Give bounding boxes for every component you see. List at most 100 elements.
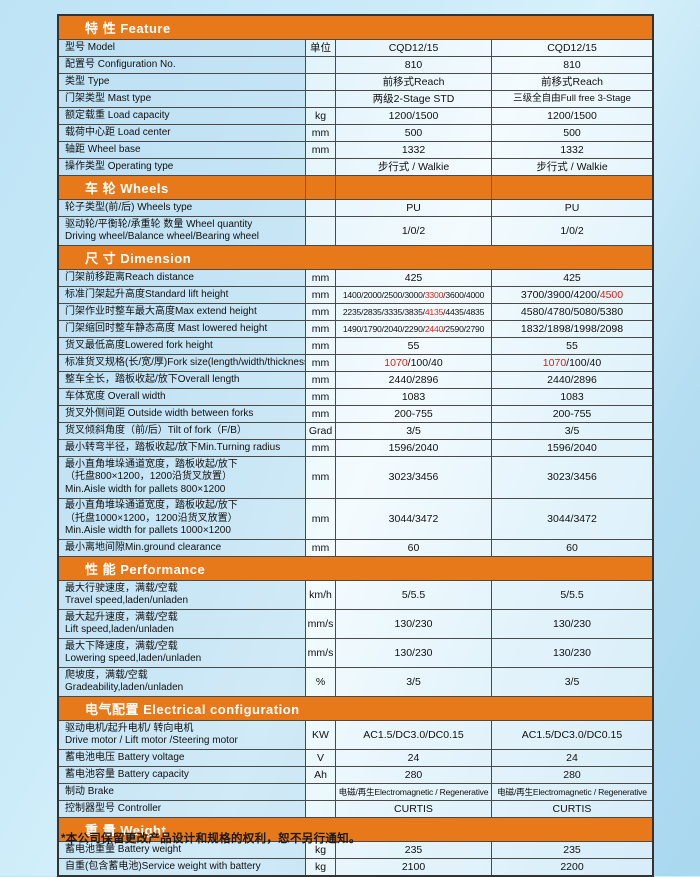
row-unit: mm	[305, 355, 335, 371]
row-label: 最大起升速度，满载/空载 Lift speed,laden/unladen	[59, 610, 305, 638]
row-value-2: 425	[491, 270, 652, 286]
highlighted-value: 1070	[542, 356, 567, 369]
spec-table: 特 性 Feature 型号 Model 单位 CQD12/15 CQD12/15 配置号…	[57, 14, 654, 877]
row-value-1: 500	[335, 125, 491, 141]
row-unit	[305, 159, 335, 175]
row-value-2: 1596/2040	[491, 440, 652, 456]
row-unit	[305, 57, 335, 73]
row-value-2: 步行式 / Walkie	[491, 159, 652, 175]
label-line: 最大下降速度，满载/空载	[65, 640, 178, 652]
label-line: Drive motor / Lift motor /Steering motor	[65, 735, 238, 746]
row-label: 驱动电机/起升电机/ 转向电机 Drive motor / Lift motor …	[59, 721, 305, 749]
section-header-2: 车 轮 Wheels	[59, 175, 652, 199]
cell-value: PU	[406, 201, 421, 214]
cell-value: 5/5.5	[560, 588, 584, 601]
cell-value: 425	[404, 271, 423, 284]
row-unit: mm	[305, 440, 335, 456]
cell-value: 1400/2000/2500/3000/3300/3600/4000	[342, 289, 485, 300]
cell-value: 500	[404, 126, 423, 139]
row-value-1: 1/0/2	[335, 217, 491, 245]
cell-value: 前移式Reach	[382, 75, 445, 88]
row-label: 车体宽度 Overall width	[59, 389, 305, 405]
row-unit: mm	[305, 125, 335, 141]
row-value-2: 4580/4780/5080/5380	[491, 304, 652, 320]
row-unit: mm	[305, 142, 335, 158]
spec-row: 额定载重 Load capacity kg 1200/1500 1200/1500	[59, 107, 652, 124]
row-label: 最小转弯半径，踏板收起/放下Min.Turning radius	[59, 440, 305, 456]
cell-value: 130/230	[553, 646, 591, 659]
spec-row: 整车全长，踏板收起/放下Overall length mm 2440/2896 244…	[59, 371, 652, 388]
label-line: 最大起升速度，满载/空载	[65, 611, 178, 623]
row-label: 货叉外侧间距 Outside width between forks	[59, 406, 305, 422]
cell-value: 前移式Reach	[541, 75, 603, 88]
row-value-1: 130/230	[335, 639, 491, 667]
row-label: 类型 Type	[59, 74, 305, 90]
section-header-4: 性 能 Performance	[59, 556, 652, 580]
cell-value: 1200/1500	[388, 109, 439, 122]
label-line: 标准货叉规格(长/宽/厚)Fork size(length/width/thic…	[65, 356, 305, 368]
row-value-1: 810	[335, 57, 491, 73]
section-header-3: 尺 寸 Dimension	[59, 245, 652, 269]
row-unit	[305, 784, 335, 800]
row-value-1: CQD12/15	[335, 40, 491, 56]
row-value-2: 1/0/2	[491, 217, 652, 245]
label-line: 操作类型 Operating type	[65, 160, 174, 172]
row-value-2: AC1.5/DC3.0/DC0.15	[491, 721, 652, 749]
row-label: 门架作业时整车最大高度Max extend height	[59, 304, 305, 320]
row-value-1: 3023/3456	[335, 457, 491, 498]
spec-row: 爬坡度，满载/空载 Gradeability,laden/unladen% 3/5 3…	[59, 667, 652, 696]
row-value-2: 1200/1500	[491, 108, 652, 124]
spec-row: 轴距 Wheel base mm 1332 1332	[59, 141, 652, 158]
spec-row: 门架类型 Mast type 两级2-Stage STD 三级全自由Full fre…	[59, 90, 652, 107]
cell-value: 1/0/2	[560, 224, 584, 237]
row-value-1: 1083	[335, 389, 491, 405]
row-value-1: AC1.5/DC3.0/DC0.15	[335, 721, 491, 749]
cell-value: 60	[407, 541, 420, 554]
label-line: 整车全长，踏板收起/放下Overall length	[65, 373, 240, 385]
row-value-2: 55	[491, 338, 652, 354]
row-value-1: 2235/2835/3335/3835/4135/4435/4835	[335, 304, 491, 320]
row-label: 制动 Brake	[59, 784, 305, 800]
cell-value: 1083	[401, 390, 426, 403]
highlighted-value: 3300	[424, 289, 444, 300]
spec-row: 货叉外侧间距 Outside width between forks mm 200-…	[59, 405, 652, 422]
row-label: 配置号 Configuration No.	[59, 57, 305, 73]
label-line: 载荷中心距 Load center	[65, 126, 171, 138]
label-line: Lift speed,laden/unladen	[65, 624, 174, 635]
spec-row: 标准货叉规格(长/宽/厚)Fork size(length/width/thic…	[59, 354, 652, 371]
row-unit: KW	[305, 721, 335, 749]
label-line: 最小直角堆垛通道宽度，踏板收起/放下	[65, 500, 238, 511]
cell-value: 425	[563, 271, 581, 284]
section-header-5: 电气配置 Electrical configuration	[59, 696, 652, 720]
row-value-1: 235	[335, 842, 491, 858]
row-unit: mm	[305, 498, 335, 539]
row-value-1: 24	[335, 750, 491, 766]
row-value-2: 前移式Reach	[491, 74, 652, 90]
row-value-1: 步行式 / Walkie	[335, 159, 491, 175]
cell-value: 三级全自由Full free 3-Stage	[513, 92, 631, 104]
cell-value: 200-755	[552, 407, 592, 420]
cell-value: 4580/4780/5080/5380	[520, 305, 624, 318]
row-value-2: 3023/3456	[491, 457, 652, 498]
row-unit: mm/s	[305, 610, 335, 638]
spec-row: 货叉倾斜角度（前/后）Tilt of fork（F/B） Grad 3/5 3/5	[59, 422, 652, 439]
row-label: 载荷中心距 Load center	[59, 125, 305, 141]
row-unit	[305, 801, 335, 817]
cell-value: CURTIS	[394, 802, 433, 815]
row-label: 蓄电池容量 Battery capacity	[59, 767, 305, 783]
label-line: 爬坡度，满载/空载	[65, 669, 148, 681]
cell-value: 24	[566, 751, 578, 764]
label-line: Driving wheel/Balance wheel/Bearing whee…	[65, 231, 259, 242]
label-line: Min.Aisle width for pallets 1000×1200	[65, 525, 231, 536]
row-value-1: 55	[335, 338, 491, 354]
cell-value: 2440/2896	[547, 373, 597, 386]
label-line: 驱动电机/起升电机/ 转向电机	[65, 722, 194, 734]
row-value-2: 3/5	[491, 423, 652, 439]
cell-value: 电磁/再生Electromagnetic / Regenerative	[497, 786, 647, 797]
section-title: 重 量 Weight	[85, 823, 167, 838]
row-value-2: 5/5.5	[491, 581, 652, 609]
spec-row: 标准门架起升高度Standard lift height mm 1400/2000/…	[59, 286, 652, 303]
row-label: 最小直角堆垛通道宽度，踏板收起/放下 （托盘800×1200，1200沿货叉放置）…	[59, 457, 305, 498]
row-value-1: 280	[335, 767, 491, 783]
row-unit	[305, 217, 335, 245]
